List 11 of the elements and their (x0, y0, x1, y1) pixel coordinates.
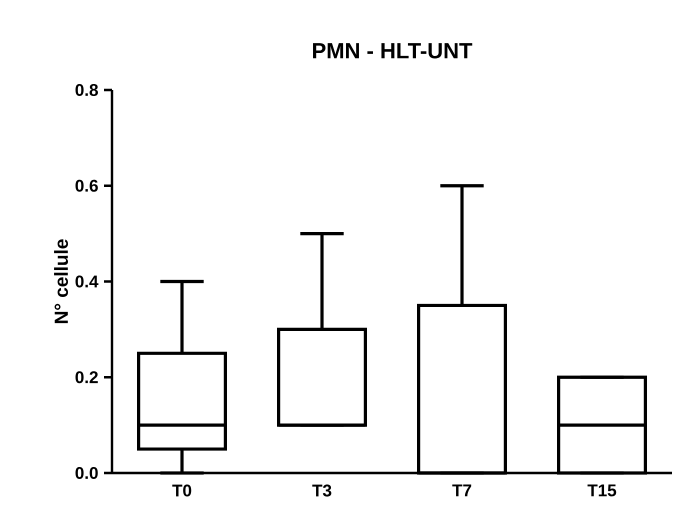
chart-title: PMN - HLT-UNT (313, 43, 472, 58)
y-tick-label: 0.2 (76, 371, 98, 384)
x-tick-label: T15 (588, 484, 616, 496)
y-tick-label: 0.8 (76, 84, 98, 96)
y-axis-title: N° cellule (54, 239, 68, 324)
x-tick-label: T7 (452, 484, 472, 496)
y-tick-label: 0.6 (76, 180, 98, 192)
y-tick-label: 0.0 (76, 466, 98, 480)
x-tick-label: T0 (172, 484, 192, 497)
y-tick-label: 0.4 (76, 275, 98, 288)
x-tick-label: T3 (312, 484, 332, 497)
